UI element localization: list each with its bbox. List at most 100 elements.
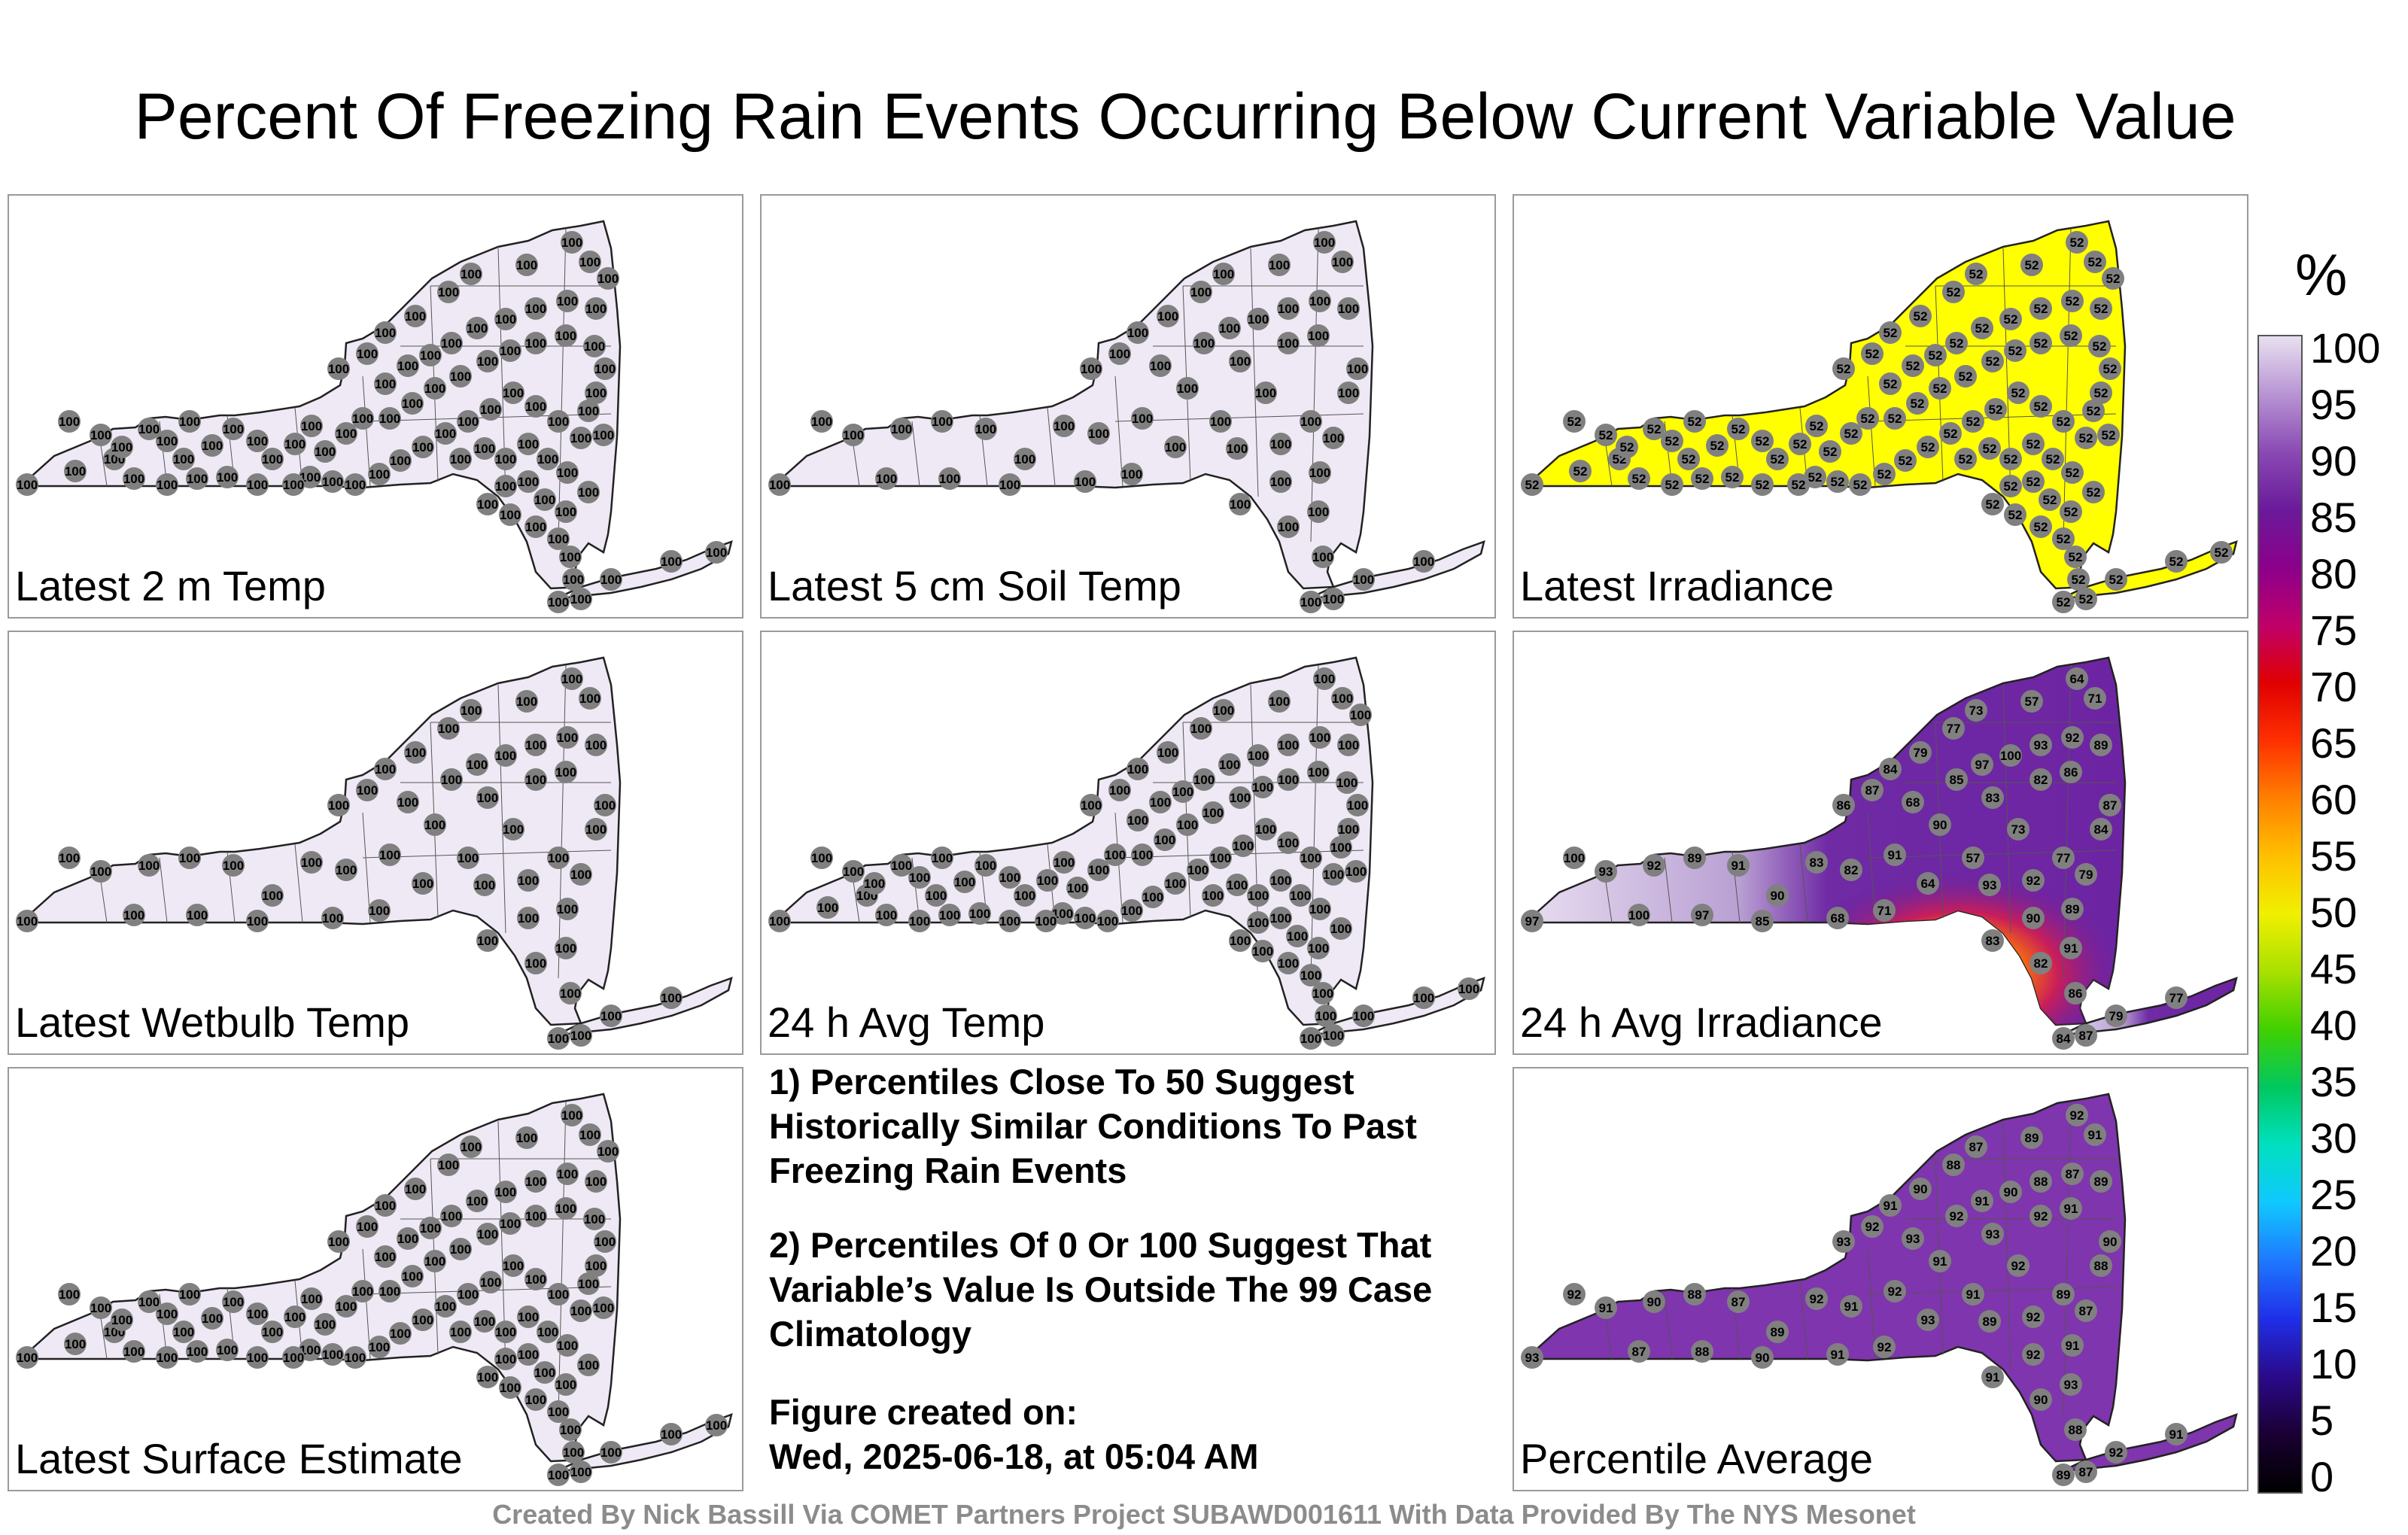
station-dot: [156, 430, 178, 452]
station-dot: [1981, 1366, 2004, 1388]
hot-region: [1531, 658, 2125, 1025]
station-dot: [600, 1005, 622, 1027]
station-dot: [931, 410, 953, 433]
station-dot: [1826, 1343, 1849, 1366]
station-value: 100: [405, 1182, 426, 1196]
station-value: 100: [1330, 922, 1351, 936]
state-outline: [1529, 1093, 2127, 1463]
station-value: 100: [1300, 1032, 1321, 1046]
station-marker: 100: [555, 1373, 577, 1396]
station-value: 100: [503, 1259, 524, 1273]
station-dot: [1832, 794, 1855, 816]
station-value: 52: [1792, 478, 1806, 492]
station-value: 100: [1309, 294, 1330, 309]
station-marker: 100: [58, 847, 81, 869]
station-dot: [559, 546, 582, 568]
station-dot: [547, 1400, 570, 1423]
station-dot: [1962, 410, 1984, 433]
station-marker: 100: [401, 392, 424, 415]
station-value: 100: [706, 546, 727, 560]
station-marker: 100: [449, 1321, 472, 1343]
station-dot: [172, 448, 195, 470]
station-value: 100: [570, 592, 591, 606]
station-value: 87: [1732, 1295, 1746, 1309]
station-marker: 100: [434, 422, 457, 445]
station-dot: [1706, 434, 1728, 457]
station-marker: 100: [537, 1321, 559, 1343]
station-value: 100: [503, 822, 524, 837]
station-marker: 52: [2067, 568, 2090, 591]
station-marker: 73: [1965, 699, 1987, 722]
station-value: 87: [2079, 1029, 2093, 1043]
station-dot: [517, 1306, 540, 1328]
station-value: 100: [1190, 722, 1212, 736]
station-value: 91: [1888, 848, 1902, 862]
station-dot: [1190, 281, 1212, 303]
station-value: 100: [548, 532, 569, 546]
station-marker: 100: [457, 410, 479, 433]
station-dot: [1254, 381, 1277, 404]
station-dot: [2029, 1205, 2052, 1227]
station-marker: 52: [1906, 392, 1929, 415]
station-value: 93: [2034, 738, 2048, 752]
station-dot: [2060, 1197, 2082, 1220]
station-marker: 100: [1247, 884, 1269, 907]
station-marker: 100: [156, 1346, 178, 1369]
station-value: 100: [1193, 773, 1215, 787]
station-marker: 100: [186, 904, 208, 926]
station-value: 100: [555, 505, 576, 519]
station-value: 92: [1877, 1340, 1892, 1354]
station-value: 100: [1248, 749, 1269, 763]
station-dot: [123, 467, 145, 490]
station-value: 100: [397, 359, 418, 373]
station-value: 100: [525, 1393, 546, 1407]
station-value: 100: [435, 427, 456, 441]
station-dot: [1322, 863, 1345, 886]
station-marker: 100: [1352, 1005, 1375, 1027]
station-dot: [449, 365, 472, 388]
station-value: 89: [2066, 902, 2080, 916]
station-value: 100: [560, 1423, 581, 1437]
station-dot: [594, 357, 616, 380]
station-dot: [2052, 847, 2075, 869]
station-dot: [1826, 470, 1849, 493]
station-value: 100: [706, 1418, 727, 1433]
station-marker: 100: [1337, 818, 1360, 840]
station-value: 100: [1230, 354, 1251, 369]
station-marker: 100: [562, 1441, 585, 1464]
station-marker: 100: [460, 263, 482, 285]
station-value: 100: [1332, 255, 1353, 269]
station-dot: [842, 860, 865, 883]
station-value: 92: [2011, 1259, 2026, 1273]
station-dot: [1229, 786, 1251, 809]
station-marker: 91: [2165, 1423, 2188, 1445]
station-value: 100: [1308, 329, 1329, 343]
station-value: 100: [843, 428, 864, 442]
station-value: 100: [570, 431, 591, 445]
station-marker: 57: [2020, 690, 2043, 713]
station-dot: [1981, 350, 2004, 372]
station-marker: 92: [2022, 1343, 2045, 1366]
station-dot: [1202, 884, 1224, 907]
station-value: 92: [1567, 1287, 1582, 1302]
station-marker: 100: [1108, 342, 1131, 365]
station-dot: [216, 1339, 239, 1361]
station-value: 100: [441, 336, 462, 351]
station-marker: 52: [2066, 231, 2088, 254]
station-dot: [2088, 335, 2111, 357]
station-value: 90: [2004, 1185, 2018, 1199]
colorbar-tick-label: 35: [2310, 1058, 2358, 1105]
station-marker: 100: [953, 871, 976, 893]
station-marker: 100: [1193, 768, 1215, 791]
station-marker: 100: [172, 448, 195, 470]
station-value: 100: [555, 1378, 576, 1392]
station-dot: [577, 400, 600, 422]
station-dot: [434, 422, 457, 445]
station-value: 52: [1989, 403, 2003, 417]
station-marker: 100: [1331, 251, 1354, 273]
station-dot: [556, 1163, 579, 1185]
station-marker: 100: [570, 1461, 592, 1483]
station-marker: 100: [1322, 1024, 1345, 1047]
station-marker: 100: [1330, 836, 1352, 859]
station-marker: 100: [404, 1178, 427, 1200]
